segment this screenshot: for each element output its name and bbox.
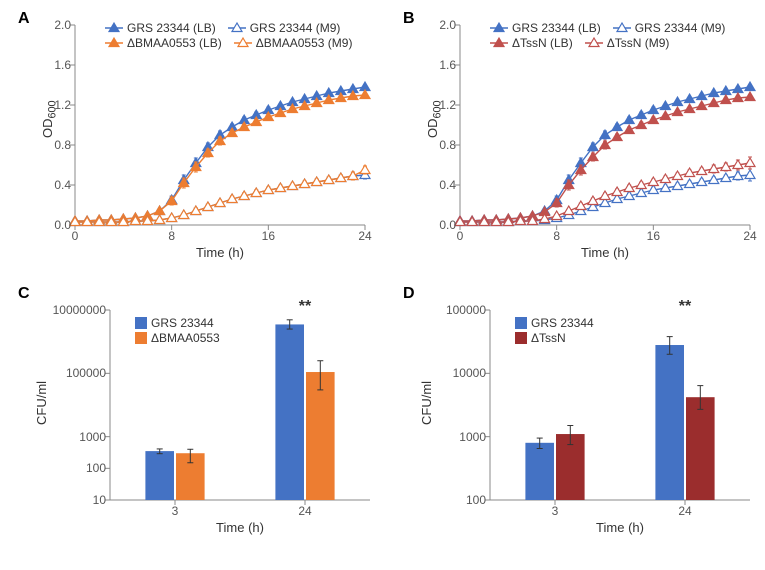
xtick-label: 24 [743, 225, 756, 243]
figure: A 0.00.40.81.21.62.0081624 OD600 Time (h… [0, 0, 765, 570]
ytick-label: 10000000 [53, 303, 110, 317]
ytick-label: 0.8 [54, 138, 75, 152]
panel-d-label: D [403, 285, 415, 303]
panel-b-legend: GRS 23344 (LB)GRS 23344 (M9)ΔTssN (LB)ΔT… [490, 20, 733, 51]
legend-label: GRS 23344 (LB) [127, 21, 216, 35]
panel-b: B 0.00.40.81.21.62.0081624 OD600 Time (h… [395, 0, 765, 270]
legend-label: ΔTssN (M9) [607, 36, 670, 50]
panel-a-plot: 0.00.40.81.21.62.0081624 [75, 25, 365, 225]
panel-a-legend: GRS 23344 (LB)GRS 23344 (M9)ΔBMAA0553 (L… [105, 20, 360, 51]
legend-row: GRS 23344 [135, 316, 220, 330]
panel-b-xlabel: Time (h) [581, 245, 629, 260]
xtick-label: 3 [552, 500, 559, 518]
ytick-label: 10000 [453, 366, 490, 380]
xtick-label: 3 [172, 500, 179, 518]
legend-label: GRS 23344 (M9) [250, 21, 341, 35]
legend-row: ΔTssN [515, 331, 594, 345]
ytick-label: 1.6 [439, 58, 460, 72]
panel-b-plot: 0.00.40.81.21.62.0081624 [460, 25, 750, 225]
panel-a-ylabel: OD600 [40, 100, 59, 138]
significance-marker: ** [679, 298, 691, 316]
ytick-label: 1000 [459, 430, 490, 444]
xtick-label: 0 [72, 225, 79, 243]
ytick-label: 0.4 [439, 178, 460, 192]
panel-d-legend: GRS 23344ΔTssN [515, 315, 594, 346]
ytick-label: 2.0 [54, 18, 75, 32]
ytick-label: 10 [93, 493, 110, 507]
legend-label: GRS 23344 (M9) [635, 21, 726, 35]
ytick-label: 0.4 [54, 178, 75, 192]
ytick-label: 100 [86, 461, 110, 475]
ytick-label: 2.0 [439, 18, 460, 32]
xtick-label: 8 [553, 225, 560, 243]
xtick-label: 16 [262, 225, 275, 243]
xtick-label: 16 [647, 225, 660, 243]
legend-row: GRS 23344 (LB) GRS 23344 (M9) [490, 21, 733, 35]
panel-c-legend: GRS 23344ΔBMAA0553 [135, 315, 220, 346]
panel-a: A 0.00.40.81.21.62.0081624 OD600 Time (h… [10, 0, 390, 270]
legend-label: GRS 23344 (LB) [512, 21, 601, 35]
ytick-label: 100000 [446, 303, 490, 317]
panel-a-xlabel: Time (h) [196, 245, 244, 260]
xtick-label: 24 [678, 500, 691, 518]
panel-d-xlabel: Time (h) [596, 520, 644, 535]
significance-marker: ** [299, 298, 311, 316]
legend-label: ΔBMAA0553 (LB) [127, 36, 222, 50]
xtick-label: 24 [358, 225, 371, 243]
xtick-label: 8 [168, 225, 175, 243]
panel-a-label: A [18, 10, 30, 28]
legend-row: GRS 23344 [515, 316, 594, 330]
ytick-label: 0.8 [439, 138, 460, 152]
legend-label: ΔTssN (LB) [512, 36, 573, 50]
panel-c-xlabel: Time (h) [216, 520, 264, 535]
legend-label: GRS 23344 [531, 316, 594, 330]
legend-row: ΔBMAA0553 (LB) ΔBMAA0553 (M9) [105, 36, 360, 50]
legend-label: ΔBMAA0553 [151, 331, 220, 345]
panel-c-ylabel: CFU/ml [34, 381, 49, 425]
panel-d-ylabel: CFU/ml [419, 381, 434, 425]
panel-b-ylabel: OD600 [425, 100, 444, 138]
legend-row: GRS 23344 (LB) GRS 23344 (M9) [105, 21, 360, 35]
ytick-label: 1000 [79, 430, 110, 444]
legend-label: ΔTssN [531, 331, 566, 345]
ytick-label: 1.6 [54, 58, 75, 72]
legend-row: ΔBMAA0553 [135, 331, 220, 345]
panel-c-label: C [18, 285, 30, 303]
panel-d: D 100 1000 10000 100000 3 24 ** CFU/ml Time (h… [395, 285, 765, 565]
panel-c: C 10 100 1000 100000 10000000 3 24 ** CFU/ml Ti… [10, 285, 390, 565]
ytick-label: 100000 [66, 366, 110, 380]
panel-b-label: B [403, 10, 415, 28]
legend-label: GRS 23344 [151, 316, 214, 330]
xtick-label: 0 [457, 225, 464, 243]
ytick-label: 100 [466, 493, 490, 507]
xtick-label: 24 [298, 500, 311, 518]
legend-label: ΔBMAA0553 (M9) [256, 36, 353, 50]
legend-row: ΔTssN (LB) ΔTssN (M9) [490, 36, 733, 50]
